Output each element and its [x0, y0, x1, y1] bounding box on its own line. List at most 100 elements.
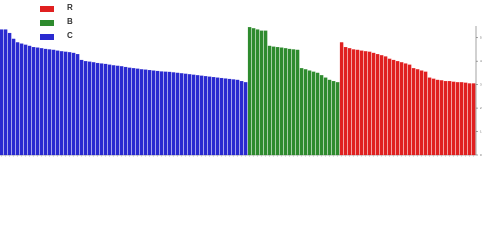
bar — [279, 47, 284, 156]
bar — [23, 44, 28, 156]
bar — [327, 79, 332, 156]
bar — [187, 74, 192, 156]
y-tick-label: 5 — [480, 36, 482, 40]
bar — [147, 69, 152, 156]
bar — [419, 70, 424, 156]
bar — [99, 63, 104, 156]
bar — [215, 77, 220, 156]
bar — [255, 29, 260, 156]
bar — [47, 49, 52, 156]
bar — [251, 28, 256, 156]
bar — [63, 51, 68, 156]
legend-swatch — [40, 6, 54, 12]
bar — [423, 71, 428, 156]
y-tick-label: 4 — [480, 59, 482, 63]
bar — [175, 72, 180, 156]
bar — [27, 45, 32, 156]
bar — [287, 48, 292, 156]
bar — [115, 65, 120, 156]
legend-label: R — [67, 3, 73, 12]
bar — [223, 78, 228, 156]
chart: 0 1 2 3 4 5 RBC — [0, 3, 482, 157]
y-tick-label: 2 — [480, 106, 482, 110]
bar — [211, 77, 216, 156]
bar — [207, 76, 212, 156]
bar — [119, 66, 124, 156]
bar — [15, 42, 20, 156]
bar — [467, 83, 472, 156]
bar — [135, 68, 140, 156]
bar — [399, 62, 404, 156]
bar — [31, 47, 36, 156]
bar — [435, 79, 440, 156]
bar — [191, 74, 196, 156]
bar — [455, 82, 460, 156]
bar — [219, 77, 224, 156]
bar — [439, 80, 444, 156]
bar — [159, 71, 164, 156]
bar — [443, 81, 448, 156]
bar — [431, 78, 436, 156]
bar — [395, 61, 400, 156]
bar — [203, 76, 208, 156]
bar — [107, 64, 112, 156]
bar — [111, 65, 116, 156]
bar — [123, 66, 128, 156]
bar — [315, 72, 320, 156]
bar — [67, 52, 72, 156]
bar — [247, 27, 252, 156]
bar — [427, 77, 432, 156]
bar — [295, 49, 300, 156]
bar — [3, 29, 8, 156]
bar — [347, 48, 352, 156]
bar — [323, 77, 328, 156]
y-tick-label: 3 — [480, 82, 482, 86]
bar — [227, 78, 232, 156]
bar — [391, 59, 396, 156]
bar — [335, 82, 340, 156]
legend-swatch — [40, 34, 54, 40]
bar — [299, 68, 304, 156]
bar — [307, 70, 312, 156]
bar — [39, 48, 44, 156]
bar — [183, 73, 188, 156]
bar — [407, 64, 412, 156]
bar — [19, 43, 24, 156]
bar — [411, 68, 416, 156]
bar — [179, 73, 184, 156]
bar — [195, 75, 200, 156]
bar — [415, 69, 420, 156]
bar — [139, 69, 144, 156]
legend-label: C — [67, 31, 73, 40]
bar — [383, 56, 388, 156]
bar — [143, 69, 148, 156]
bar — [71, 52, 76, 156]
bar — [447, 81, 452, 156]
bar — [471, 83, 476, 156]
bar — [171, 72, 176, 156]
bar — [11, 38, 16, 156]
bar — [163, 71, 168, 156]
bar — [231, 79, 236, 156]
bar — [311, 71, 316, 156]
bar — [463, 82, 468, 156]
bar — [103, 63, 108, 156]
bar — [263, 30, 268, 156]
bar — [55, 50, 60, 156]
bar — [7, 32, 12, 156]
bar — [275, 47, 280, 156]
bar — [403, 63, 408, 156]
bar — [355, 49, 360, 156]
bar — [259, 30, 264, 156]
bar — [363, 51, 368, 156]
bar — [375, 54, 380, 156]
bar — [291, 49, 296, 156]
bar — [339, 42, 344, 156]
bar — [83, 61, 88, 156]
bar — [283, 48, 288, 156]
bar — [35, 47, 40, 156]
bar — [127, 67, 132, 156]
legend-label: B — [67, 17, 73, 26]
bar — [155, 70, 160, 156]
bar — [459, 82, 464, 156]
